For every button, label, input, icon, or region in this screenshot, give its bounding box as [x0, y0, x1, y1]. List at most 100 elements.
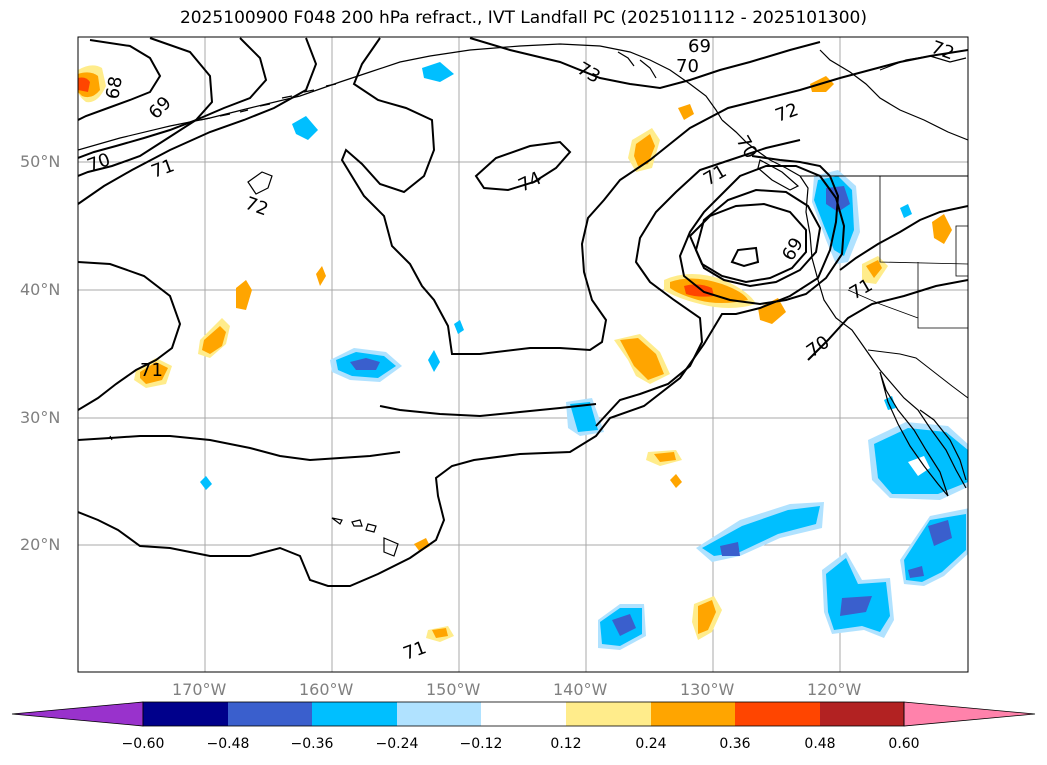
anomaly-neg [900, 204, 912, 218]
contour-70d [807, 279, 968, 361]
contour-label: 73 [574, 58, 604, 88]
contour-label: 69 [145, 92, 176, 123]
lon-tick: 150°W [426, 680, 481, 699]
colorbar-tick: −0.12 [459, 736, 503, 752]
contour-74 [474, 140, 572, 192]
coastline-vancouver-island [757, 159, 800, 191]
anomaly-pos [140, 362, 168, 384]
contour-69c [694, 188, 822, 288]
lon-tick: 160°W [299, 680, 354, 699]
anomaly-neg [292, 116, 318, 140]
anomaly-neg [422, 62, 454, 82]
anomaly-neg [428, 350, 440, 372]
colorbar-tick: 0.12 [550, 736, 582, 752]
coastline-baja [879, 371, 949, 497]
lon-tick: 170°W [172, 680, 227, 699]
contour-71d [78, 435, 401, 462]
lon-tick: 140°W [553, 680, 608, 699]
anomaly-pos [866, 260, 882, 278]
contour-label: 72 [928, 37, 957, 65]
colorbar-tick: 0.24 [635, 736, 667, 752]
contour-label: 72 [773, 99, 802, 127]
anomaly-neg [570, 402, 598, 432]
contour-70 [78, 37, 268, 177]
anomaly-pos [634, 134, 655, 166]
contour-72b [379, 403, 597, 418]
border-states [847, 176, 968, 329]
colorbar-segment [481, 702, 566, 726]
contour-73 [469, 37, 821, 90]
coastlines [78, 43, 968, 557]
contour-label: 72 [242, 193, 271, 221]
contour-68 [78, 39, 162, 121]
lat-tick: 20°N [20, 535, 61, 554]
coastline-bc [721, 119, 801, 177]
lat-tick: 50°N [20, 152, 61, 171]
colorbar-segment [735, 702, 820, 726]
contour-label: 71 [700, 161, 730, 191]
lat-tick: 30°N [20, 408, 61, 427]
anomaly-neg [454, 320, 464, 334]
colorbar-segment [651, 702, 735, 726]
colorbar-segment [820, 702, 904, 726]
contour-71 [78, 37, 318, 205]
colorbar-extend-max [903, 701, 1036, 727]
anomaly-pos [758, 298, 786, 324]
colorbar-tick: 0.36 [719, 736, 751, 752]
lon-tick: 120°W [807, 680, 862, 699]
contours [78, 37, 968, 587]
colorbar-tick: 0.60 [888, 736, 920, 752]
coastline-alaska [78, 43, 723, 151]
colorbar-tick: −0.48 [206, 736, 250, 752]
border-us-mexico [867, 349, 968, 399]
colorbar-tick: 0.48 [804, 736, 836, 752]
contour-label: 68 [102, 75, 127, 101]
anomaly-neg [200, 476, 212, 490]
colorbar-segment [312, 702, 397, 726]
contour-70c [678, 165, 846, 306]
contour-72 [340, 37, 968, 355]
colorbar-segment [228, 702, 312, 726]
contour-small [730, 246, 760, 268]
anomaly-neg [928, 520, 952, 546]
coastline-uswest [799, 175, 967, 489]
plot-title: 2025100900 F048 200 hPa refract., IVT La… [179, 8, 867, 28]
negative-anomalies [200, 62, 968, 650]
anomaly-pos [432, 628, 448, 638]
colorbar-segment [566, 702, 651, 726]
anomaly-pos [678, 104, 694, 120]
contour-label: 71 [401, 637, 430, 665]
anomaly-neg [826, 558, 890, 632]
anomaly-pos [932, 214, 952, 244]
anomaly-pos [414, 538, 430, 552]
coastline-hawaii [331, 517, 399, 557]
anomaly-neg [904, 514, 966, 582]
colorbar-tick: −0.60 [121, 736, 165, 752]
colorbar-tick: −0.24 [375, 736, 419, 752]
anomaly-pos [654, 452, 676, 462]
contour-label: 70 [676, 56, 699, 77]
colorbar-frame [142, 701, 905, 727]
map-frame [77, 36, 969, 673]
contour-71c [78, 155, 840, 587]
anomaly-pos [670, 474, 682, 488]
anomaly-pos [236, 280, 252, 310]
lon-tick: 130°W [680, 680, 735, 699]
colorbar [11, 701, 1036, 727]
anomaly-neg [350, 358, 380, 370]
anomaly-pos [620, 338, 664, 380]
contour-71e [839, 205, 968, 271]
anomaly-neg [908, 456, 930, 476]
contour-label: 69 [778, 234, 808, 264]
contour-label: 71 [140, 360, 163, 381]
coastline-misc [109, 51, 657, 441]
anomaly-pos [698, 600, 716, 634]
map-content: 69 70 72 73 68 69 70 71 72 74 71 70 69 7… [78, 36, 968, 672]
colorbar-extend-min [11, 701, 144, 727]
contour-label: 69 [688, 36, 711, 57]
contour-label: 70 [803, 332, 834, 362]
anomaly-neg [720, 542, 740, 556]
coastline-hudson [819, 49, 968, 141]
anomaly-neg [908, 566, 924, 578]
contour-72c [595, 139, 801, 427]
